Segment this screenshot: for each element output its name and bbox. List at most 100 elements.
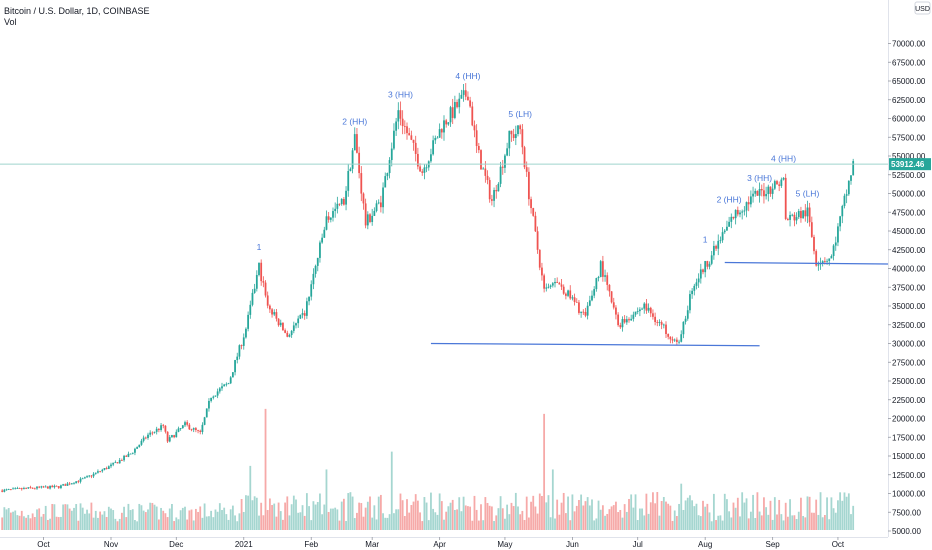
candle: [813, 236, 815, 252]
volume-bar: [338, 520, 341, 530]
candle: [453, 102, 456, 118]
candle: [458, 98, 461, 108]
candle: [203, 417, 206, 425]
candle: [55, 485, 58, 487]
volume-bar: [647, 513, 650, 530]
candle: [127, 453, 130, 457]
candle: [245, 328, 247, 338]
candle: [366, 214, 369, 226]
candle: [786, 218, 789, 220]
candle: [218, 388, 221, 392]
volume-bar: [580, 494, 583, 530]
volume-bar: [732, 502, 735, 530]
volume-bar: [262, 515, 265, 530]
volume-bar: [299, 512, 302, 530]
candle: [229, 377, 232, 384]
volume-bar: [693, 506, 696, 530]
volume-bar: [654, 503, 657, 530]
volume-bar: [255, 497, 258, 530]
volume-bar: [208, 516, 210, 530]
candle: [338, 203, 341, 205]
volume-bar: [301, 505, 304, 530]
volume-bar: [327, 511, 330, 530]
volume-bar: [60, 516, 62, 530]
volume-bar: [560, 502, 563, 530]
volume-bar: [251, 500, 254, 530]
volume-bar: [826, 497, 828, 530]
candle: [715, 245, 717, 249]
volume-bar: [316, 502, 319, 530]
candle: [205, 408, 208, 418]
candle: [36, 486, 38, 489]
candle: [173, 435, 176, 438]
candle: [667, 333, 670, 337]
candle: [536, 231, 539, 250]
candle: [199, 430, 202, 432]
wave-label: 5 (LH): [796, 189, 820, 199]
volume-bar: [290, 504, 293, 530]
volume-bar: [445, 511, 448, 530]
volume-bar: [530, 501, 532, 530]
candle: [249, 304, 252, 315]
candle: [599, 261, 602, 277]
candle: [832, 245, 835, 257]
candle: [730, 216, 733, 222]
candle: [138, 444, 141, 448]
last-price-badge: [889, 158, 931, 171]
volume-bar: [456, 509, 458, 530]
candle: [77, 481, 80, 483]
candle: [68, 483, 71, 485]
volume-bar: [388, 514, 391, 530]
volume-bar: [802, 516, 805, 530]
candle: [734, 209, 737, 219]
candle: [416, 153, 419, 167]
candle: [449, 107, 452, 123]
candle: [1, 490, 4, 492]
volume-bar: [410, 505, 413, 530]
candle: [645, 303, 648, 311]
volume-bar: [168, 508, 171, 530]
volume-bar: [604, 515, 606, 530]
volume-bar: [373, 505, 376, 530]
candle: [14, 488, 17, 490]
candle: [551, 283, 554, 286]
volume-bar: [562, 492, 565, 530]
volume-bar: [723, 493, 726, 530]
volume-bar: [473, 495, 476, 530]
volume-bar: [194, 508, 197, 530]
candle: [408, 133, 411, 136]
volume-bar: [493, 521, 495, 530]
x-tick-label: Feb: [304, 540, 318, 549]
candle: [321, 237, 324, 243]
volume-bar: [277, 502, 280, 530]
candle: [99, 471, 102, 473]
x-tick-label: Nov: [104, 540, 118, 549]
candle: [451, 107, 454, 118]
candle: [595, 278, 598, 290]
candle: [482, 168, 485, 170]
volume-bar: [780, 514, 783, 530]
candle: [658, 322, 661, 323]
candle: [264, 282, 267, 296]
volume-bar: [1, 517, 4, 530]
candle: [53, 485, 56, 488]
candle: [632, 314, 635, 319]
candle: [469, 100, 472, 107]
volume-bar: [151, 502, 154, 530]
volume-bar: [584, 501, 587, 530]
candle: [597, 276, 600, 279]
candle: [841, 206, 844, 217]
volume-bar: [218, 503, 221, 530]
volume-bar: [371, 517, 374, 530]
volume-bar: [314, 504, 317, 530]
x-tick-label: Apr: [433, 540, 446, 549]
volume-bar: [138, 503, 141, 530]
candle: [70, 483, 73, 485]
candle: [9, 489, 12, 490]
volume-bar: [501, 508, 504, 530]
candle: [719, 240, 722, 242]
volume-bar: [236, 521, 239, 530]
x-tick-label: May: [497, 540, 512, 549]
volume-bar: [240, 498, 243, 530]
